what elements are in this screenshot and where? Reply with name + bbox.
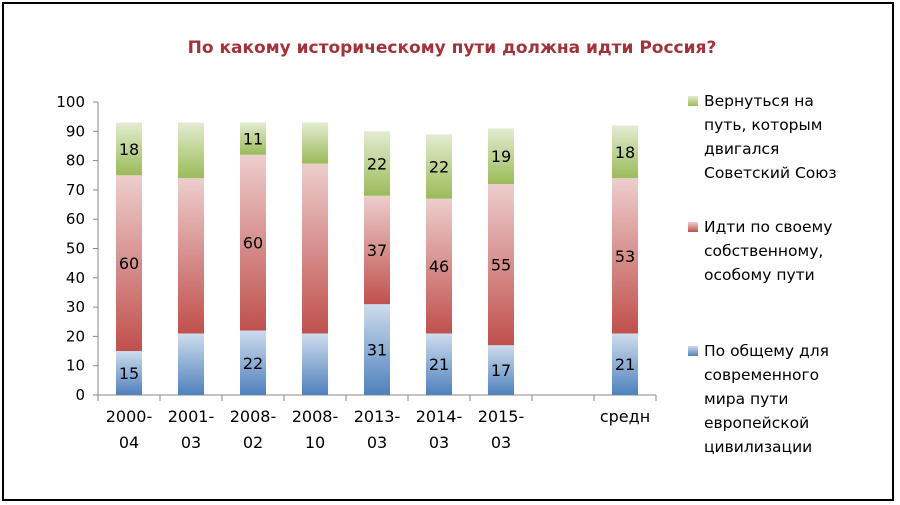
x-tick-label: 2014- [416,407,463,426]
y-tick-label: 60 [66,210,85,228]
legend-label: особому пути [704,266,815,284]
y-tick-label: 40 [66,269,85,287]
bar-segment [364,304,390,395]
chart-legend: Вернуться на путь, которым двигался Советск… [688,92,837,456]
bar-segment [488,128,514,185]
data-label: 37 [367,241,387,260]
legend-label: современного [704,366,819,384]
x-tick-label: средн [600,407,650,426]
y-tick-label: 0 [75,386,85,404]
data-label: 18 [119,140,139,159]
x-tick-label: 03 [367,433,387,452]
legend-label: Идти по своему [704,218,832,236]
bar-segment [240,330,266,395]
legend-swatch [688,346,698,356]
data-label: 22 [429,157,449,176]
data-label: 21 [615,355,635,374]
legend-label: цивилизации [704,438,812,456]
y-tick-label: 50 [66,240,85,258]
bar-segment [426,198,452,334]
x-tick-label: 03 [429,433,449,452]
data-label: 60 [243,234,263,253]
bar-segment [240,154,266,331]
bar-segment [178,122,204,179]
data-label: 46 [429,257,449,276]
data-label: 31 [367,341,387,360]
data-label: 53 [615,247,635,266]
y-tick-label: 80 [66,152,85,170]
bar-segment [426,134,452,199]
bar-segment [240,122,266,155]
x-tick-label: 02 [243,433,263,452]
legend-swatch [688,222,698,232]
y-tick-label: 70 [66,181,85,199]
data-label: 22 [243,354,263,373]
x-tick-label: 03 [181,433,201,452]
chart-title: По какому историческому пути должна идти… [188,38,717,58]
bar-segment [116,175,142,352]
bar-segment [302,163,328,334]
bar-segment [302,122,328,164]
data-label: 22 [367,155,387,174]
bar-segment [116,122,142,176]
data-label: 21 [429,355,449,374]
data-label: 18 [615,143,635,162]
data-label: 17 [491,361,511,380]
legend-label: европейской [704,414,809,432]
bar-segment [364,195,390,305]
legend-swatch [688,96,698,106]
bar-segment [426,333,452,395]
bar-segment [178,333,204,395]
chart-axes: 0 10 20 30 40 50 60 70 80 90 100 2000- 04 2001- 03 2008… [56,93,657,452]
bar-segment [612,333,638,395]
legend-label: мира пути [704,390,788,408]
bar-segment [488,184,514,346]
x-tick-label: 2013- [354,407,401,426]
legend-label: собственному, [704,242,823,260]
data-label: 60 [119,254,139,273]
legend-label: По общему для [704,342,829,360]
bar-segment [612,178,638,334]
y-tick-label: 30 [66,298,85,316]
chart-bars: 15 60 18 22 60 11 31 37 22 21 46 22 17 55 19 21 53 18 [116,122,638,395]
data-label: 19 [491,147,511,166]
x-tick-label: 2001- [168,407,215,426]
legend-label: двигался [704,140,779,158]
x-tick-label: 2000- [106,407,153,426]
bar-segment [302,333,328,395]
bar-segment [612,125,638,179]
data-label: 55 [491,256,511,275]
bar-segment [364,131,390,196]
y-tick-label: 100 [56,93,85,111]
x-tick-label: 2015- [478,407,525,426]
bar-segment [488,345,514,395]
bar-segment [178,178,204,334]
x-tick-label: 04 [119,433,139,452]
x-tick-label: 10 [305,433,325,452]
legend-label: путь, которым [704,116,822,134]
data-label: 15 [119,364,139,383]
legend-label: Вернуться на [704,92,814,110]
bar-segment [116,351,142,395]
y-tick-label: 10 [66,357,85,375]
y-tick-label: 90 [66,122,85,140]
data-label: 11 [243,130,263,149]
x-tick-label: 2008- [292,407,339,426]
x-tick-label: 03 [491,433,511,452]
x-tick-label: 2008- [230,407,277,426]
y-tick-label: 20 [66,327,85,345]
legend-label: Советский Союз [704,164,837,182]
